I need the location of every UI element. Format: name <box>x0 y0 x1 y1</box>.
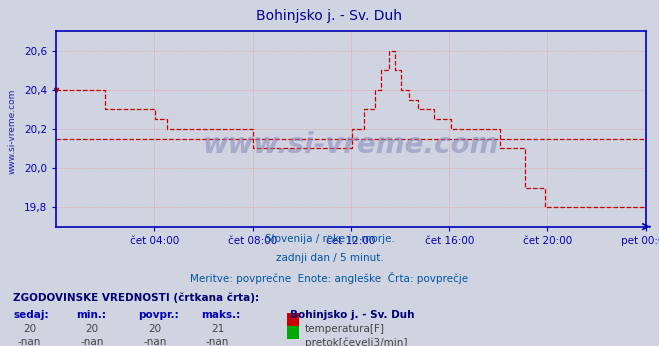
Text: povpr.:: povpr.: <box>138 310 179 320</box>
Text: Slovenija / reke in morje.: Slovenija / reke in morje. <box>264 234 395 244</box>
Text: 20: 20 <box>148 324 161 334</box>
Text: min.:: min.: <box>76 310 106 320</box>
Text: maks.:: maks.: <box>201 310 241 320</box>
Text: temperatura[F]: temperatura[F] <box>305 324 385 334</box>
Text: Bohinjsko j. - Sv. Duh: Bohinjsko j. - Sv. Duh <box>256 9 403 22</box>
Text: pretok[čevelj3/min]: pretok[čevelj3/min] <box>305 337 408 346</box>
Text: 21: 21 <box>211 324 224 334</box>
Text: 20: 20 <box>23 324 36 334</box>
Text: Meritve: povprečne  Enote: angleške  Črta: povprečje: Meritve: povprečne Enote: angleške Črta:… <box>190 272 469 284</box>
Text: -nan: -nan <box>206 337 229 346</box>
Text: sedaj:: sedaj: <box>13 310 49 320</box>
Text: ZGODOVINSKE VREDNOSTI (črtkana črta):: ZGODOVINSKE VREDNOSTI (črtkana črta): <box>13 292 259 303</box>
Text: zadnji dan / 5 minut.: zadnji dan / 5 minut. <box>275 253 384 263</box>
Text: -nan: -nan <box>18 337 42 346</box>
Text: www.si-vreme.com: www.si-vreme.com <box>8 89 17 174</box>
Text: 20: 20 <box>86 324 99 334</box>
Text: Bohinjsko j. - Sv. Duh: Bohinjsko j. - Sv. Duh <box>290 310 415 320</box>
Text: -nan: -nan <box>143 337 167 346</box>
Text: -nan: -nan <box>80 337 104 346</box>
Text: www.si-vreme.com: www.si-vreme.com <box>203 130 499 158</box>
